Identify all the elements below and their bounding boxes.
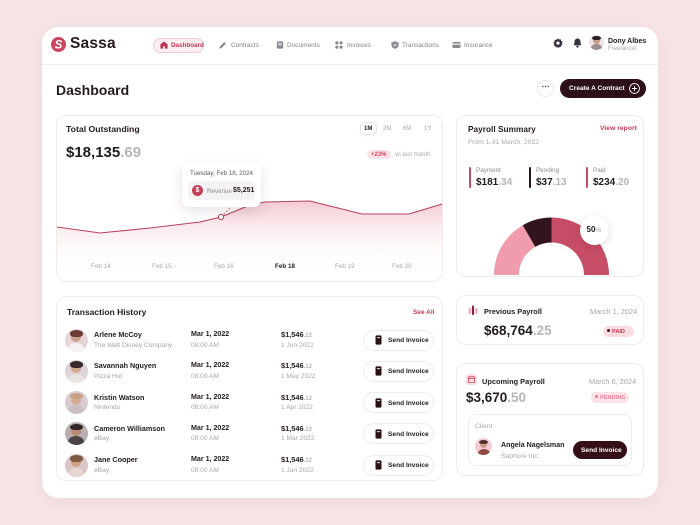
svg-text:S: S: [55, 40, 63, 52]
